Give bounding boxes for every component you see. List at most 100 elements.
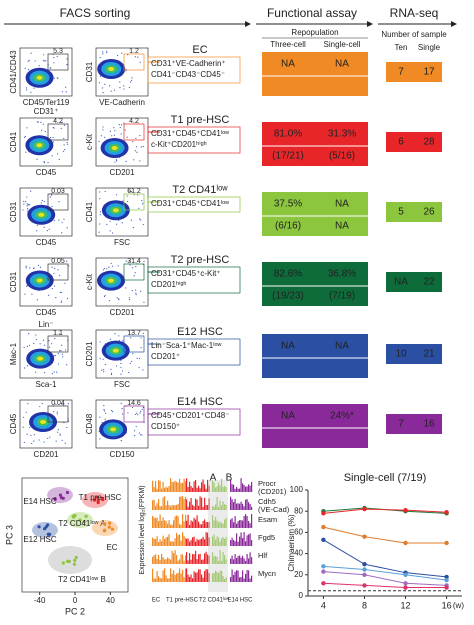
expression-bar [159,577,161,582]
facs-dot [60,291,63,293]
facs-dot [61,121,63,123]
expression-bar [243,506,245,510]
facs-dot [122,340,124,342]
facs-dot [62,150,65,152]
expression-bar [205,488,207,492]
sample [72,562,77,566]
facs-dot [25,201,27,203]
gate [47,53,69,71]
gate [123,405,145,423]
rna-box [386,132,442,152]
facs-dot [61,91,64,93]
facs-dot [110,368,112,370]
expression-bar [239,577,241,582]
expression-bar [195,480,197,492]
rna-count: 21 [423,349,435,360]
facs-dot [22,209,24,211]
expression-bar [233,539,235,546]
facs-dot [121,124,123,126]
facs-dot [56,371,58,373]
facs-dot [127,200,129,203]
rna-box [386,344,442,364]
expression-bar [249,552,251,564]
expression-bar [152,480,154,492]
expression-bar [155,481,157,492]
facs-dot [102,92,104,94]
markers: CD31⁺VE-Cadherin⁺ [151,59,226,68]
facs-dot [119,87,121,89]
gene: Esam [258,515,277,524]
point [321,511,326,516]
expression-bar [242,503,244,510]
facs-dot [53,272,55,275]
expression-bar [225,517,227,528]
expression-bar [202,577,204,582]
gate-note: Lin⁻ [39,320,54,329]
expression-bar [213,556,215,564]
point [403,585,408,590]
facs-dot [142,369,144,371]
facs-dot [63,404,65,406]
marker-box [147,408,241,436]
expression-bar [153,538,155,546]
facs-dot [44,372,46,374]
expression-bar [224,578,226,582]
facs-dot [141,408,143,410]
expression-bar [158,576,160,582]
assay-rate: NA [281,59,295,70]
assay-box [262,262,368,306]
sample [103,522,107,526]
sample [53,497,57,501]
facs-dot [25,411,27,413]
expression-bar [231,537,233,546]
facs-dot [51,205,53,208]
expression-bar [234,571,236,582]
expression-bar [170,524,172,528]
expression-bar [243,515,245,528]
facs-dot [30,52,32,54]
facs-dot [127,371,130,374]
expression-bar [205,568,207,582]
facs-dot [109,130,112,132]
facs-dot [25,265,27,267]
y-axis-label: Mac-1 [9,342,18,365]
facs-dot [38,65,40,67]
expression-bar [221,570,223,582]
facs-dot [98,82,100,84]
facs-dot [58,333,61,335]
expression-bar [179,559,181,564]
facs-dot [27,60,29,62]
facs-dot [59,349,61,352]
expression-bar [208,498,210,510]
facs-dot [101,87,104,89]
facs-dot [124,129,126,131]
expression-bar [222,501,224,510]
expression-bar [158,554,160,564]
expression-bar [167,557,169,564]
expression-bar [186,538,188,546]
rna-box [386,414,442,434]
chart-title: Single-cell (7/19) [344,472,427,484]
expression-bar [155,505,157,510]
facs-dot [43,54,45,56]
expression-bar [245,514,247,528]
facs-dot [102,53,104,55]
facs-dot [26,433,28,435]
expression-bar [240,520,242,528]
expression-bar [193,481,195,492]
expression-bar [156,536,158,546]
expression-bar [183,521,185,528]
expression-bar [199,553,201,564]
facs-dot [137,56,139,58]
facs-dot [103,267,106,270]
facs-dot [140,290,142,292]
expression-bar [218,537,220,546]
facs-dot [35,334,37,336]
facs-dot [103,410,106,412]
facs-dot [42,123,44,125]
markers: CD201ʰⁱᵍʰ [151,280,186,289]
assay-rate: NA [281,411,295,422]
population: EC [192,44,207,56]
facs-dot [36,230,38,232]
subheader: Single-cell [324,40,361,49]
